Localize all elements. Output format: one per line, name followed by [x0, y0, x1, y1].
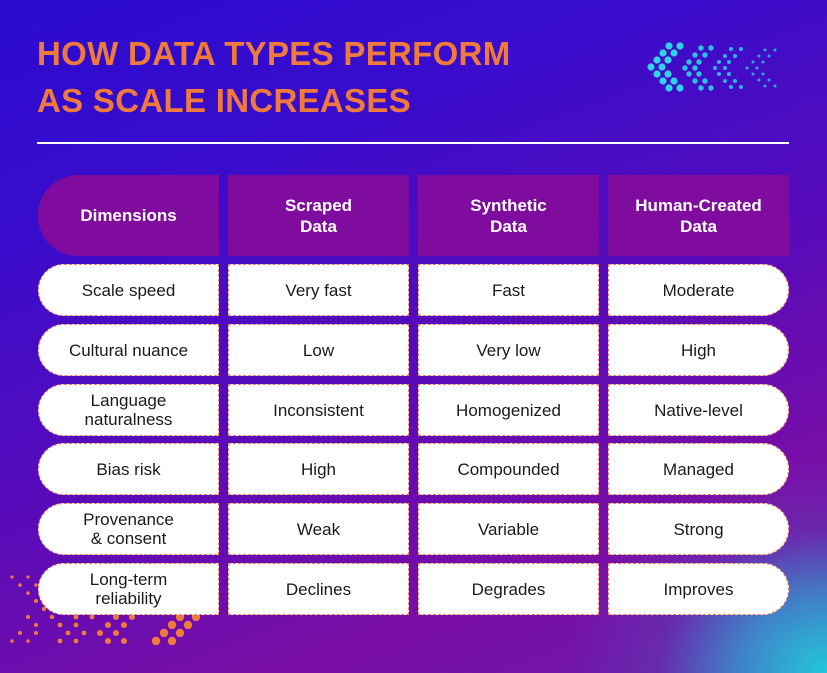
cell-value: Inconsistent [273, 400, 364, 420]
scraped-cell: Weak [228, 503, 409, 555]
cell-value: Managed [663, 459, 734, 479]
cell-value: Improves [663, 579, 734, 599]
cell-value: Compounded [457, 459, 560, 479]
dimension-cell: Long-term reliability [38, 563, 219, 615]
human-cell: Managed [608, 443, 789, 495]
synthetic-cell: Compounded [418, 443, 599, 495]
human-cell: Native-level [608, 384, 789, 436]
scraped-cell: Inconsistent [228, 384, 409, 436]
page-title: HOW DATA TYPES PERFORM AS SCALE INCREASE… [37, 30, 510, 124]
dimension-label-line1: Language [90, 391, 167, 410]
title-line-2: AS SCALE INCREASES [37, 82, 411, 119]
title-line-1: HOW DATA TYPES PERFORM [37, 35, 511, 72]
cell-value: Declines [285, 579, 352, 599]
header-label-line1: Human-Created [635, 195, 762, 215]
synthetic-cell: Fast [418, 264, 599, 316]
dimension-label: Scale speed [81, 280, 176, 300]
cell-value: Homogenized [456, 400, 561, 420]
cell-value: Low [302, 340, 335, 360]
header-human-created-data: Human-Created Data [608, 175, 789, 256]
cell-value: Weak [296, 519, 341, 539]
title-divider [37, 142, 789, 144]
dimension-cell: Language naturalness [38, 384, 219, 436]
dimension-label: Bias risk [96, 459, 161, 479]
header-scraped-data: Scraped Data [228, 175, 409, 256]
cell-value: Moderate [662, 280, 735, 300]
header-label-line2: Data [300, 216, 337, 236]
header-label-line1: Scraped [284, 195, 353, 215]
dimension-label-line2: reliability [95, 589, 162, 608]
dimension-cell: Cultural nuance [38, 324, 219, 376]
dimension-label: Cultural nuance [68, 340, 189, 360]
scraped-cell: High [228, 443, 409, 495]
header-label-line2: Data [490, 216, 527, 236]
cell-value: Very fast [285, 280, 352, 300]
dimension-label-line2: & consent [90, 529, 167, 548]
cell-value: High [681, 340, 716, 360]
scraped-cell: Very fast [228, 264, 409, 316]
human-cell: High [608, 324, 789, 376]
cell-value: Strong [673, 519, 724, 539]
human-cell: Strong [608, 503, 789, 555]
human-cell: Moderate [608, 264, 789, 316]
dimension-label-line1: Provenance [83, 510, 174, 529]
header-label-line2: Data [680, 216, 717, 236]
cell-value: Fast [491, 280, 526, 300]
synthetic-cell: Degrades [418, 563, 599, 615]
dimension-cell: Scale speed [38, 264, 219, 316]
header-label-line1: Synthetic [470, 195, 547, 215]
cell-value: Native-level [654, 400, 743, 420]
human-cell: Improves [608, 563, 789, 615]
header-label: Dimensions [80, 206, 177, 225]
synthetic-cell: Very low [418, 324, 599, 376]
header-dimensions: Dimensions [38, 175, 219, 256]
cell-value: Very low [476, 340, 541, 360]
cyan-chevron-dots-icon [647, 42, 777, 92]
scraped-cell: Declines [228, 563, 409, 615]
header-synthetic-data: Synthetic Data [418, 175, 599, 256]
dimension-cell: Provenance & consent [38, 503, 219, 555]
orange-diagonal-dots-icon [10, 575, 216, 646]
dimension-cell: Bias risk [38, 443, 219, 495]
cell-value: High [301, 459, 336, 479]
cell-value: Degrades [471, 579, 546, 599]
cell-value: Variable [477, 519, 540, 539]
scraped-cell: Low [228, 324, 409, 376]
dimension-label-line2: naturalness [84, 410, 173, 429]
dimension-label-line1: Long-term [89, 570, 168, 589]
synthetic-cell: Variable [418, 503, 599, 555]
synthetic-cell: Homogenized [418, 384, 599, 436]
